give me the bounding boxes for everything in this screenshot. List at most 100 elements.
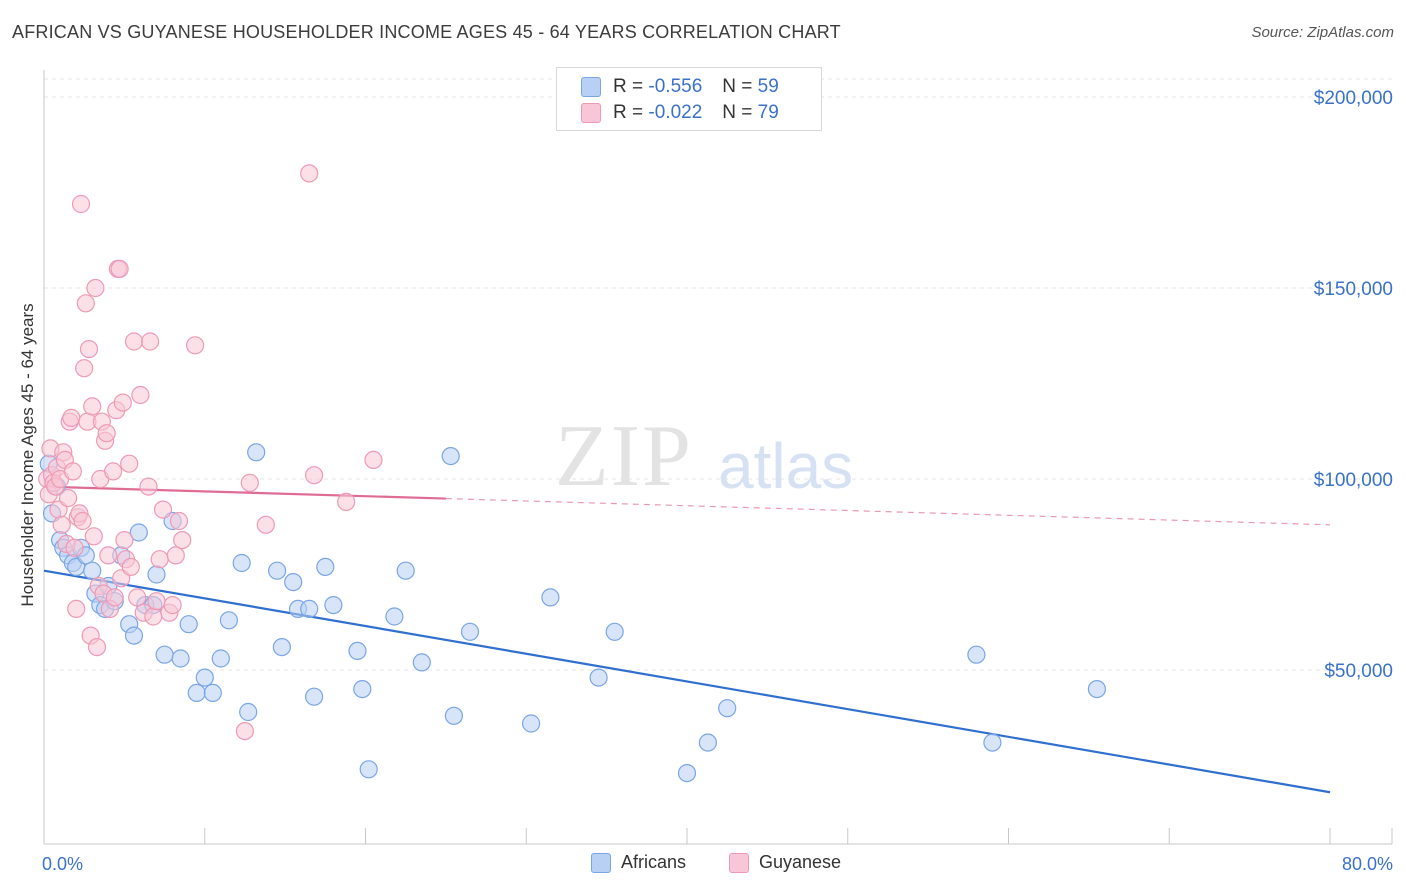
grid (44, 78, 1392, 671)
r-label: R = (613, 102, 644, 123)
africans-point (305, 687, 324, 706)
africans-point (967, 645, 986, 664)
x-tick-label: 0.0% (42, 854, 83, 874)
legend-africans: Africans (591, 852, 686, 873)
guyanese-point (73, 511, 92, 531)
stats-legend: R = -0.556 N = 59 R = -0.022 N = 79 (556, 67, 822, 131)
africans-r-value: -0.556 (648, 76, 703, 97)
guyanese-point (300, 164, 319, 183)
africans-point (155, 645, 174, 664)
africans-point (521, 714, 541, 733)
guyanese-point (139, 477, 158, 496)
guyanese-point (97, 424, 116, 443)
n-label: N = (722, 76, 753, 97)
guyanese-point (63, 462, 83, 481)
africans-point (171, 649, 190, 668)
guyanese-point (128, 588, 147, 607)
y-tick-label: $200,000 (1314, 88, 1393, 109)
africans-point (444, 706, 463, 725)
africans-point (219, 611, 238, 630)
africans-point (589, 668, 608, 687)
legend-row-guyanese: R = -0.022 N = 79 (581, 101, 779, 125)
africans-point (195, 668, 214, 687)
svg-text:atlas: atlas (718, 430, 853, 502)
guyanese-n-value: 79 (757, 102, 779, 123)
guyanese-point (150, 550, 169, 569)
guyanese-point (52, 515, 71, 534)
guyanese-legend-swatch (729, 852, 749, 873)
chart-title: AFRICAN VS GUYANESE HOUSEHOLDER INCOME A… (12, 22, 841, 42)
guyanese-point (153, 500, 173, 519)
guyanese-point (173, 530, 192, 550)
africans-point (353, 679, 372, 699)
africans-point (316, 557, 335, 577)
africans-point (698, 733, 718, 752)
guyanese-point (120, 454, 139, 473)
africans-point (83, 561, 102, 580)
guyanese-point (186, 336, 205, 355)
guyanese-point (163, 595, 182, 615)
guyanese-point (121, 557, 140, 577)
guyanese-point (67, 599, 86, 619)
africans-legend-swatch (591, 852, 611, 873)
guyanese-point (103, 462, 123, 481)
africans-point (129, 523, 148, 542)
africans-n-value: 59 (757, 76, 779, 97)
africans-point (187, 683, 206, 703)
trend-lines (43, 485, 1331, 794)
guyanese-point (337, 492, 356, 511)
africans-point (247, 443, 266, 462)
guyanese-point (62, 408, 81, 427)
watermark: ZIP atlas (555, 408, 853, 505)
guyanese-point (144, 607, 163, 626)
africans-trend-line (43, 569, 1331, 794)
africans-point (412, 653, 431, 672)
guyanese-point (240, 473, 259, 492)
africans-legend-label: Africans (621, 852, 687, 872)
africans-point (300, 599, 319, 619)
guyanese-point (86, 278, 105, 298)
guyanese-point (84, 527, 103, 546)
guyanese-point (364, 450, 383, 469)
africans-point (718, 699, 737, 718)
africans-point (348, 641, 367, 661)
africans-point (211, 649, 230, 668)
y-tick-label: $150,000 (1314, 279, 1393, 300)
guyanese-point (79, 340, 99, 359)
guyanese-point (124, 332, 144, 351)
africans-point (272, 637, 291, 657)
legend-row-africans: R = -0.556 N = 59 (581, 75, 779, 99)
africans-point (1087, 679, 1107, 699)
africans-point (147, 565, 166, 584)
africans-swatch (581, 77, 601, 97)
y-tick-label: $50,000 (1324, 661, 1393, 682)
guyanese-point (65, 538, 84, 557)
guyanese-point (71, 194, 91, 214)
guyanese-trend-line (43, 485, 446, 500)
r-label: R = (613, 76, 644, 97)
data-points (38, 164, 1107, 783)
africans-point (284, 572, 303, 592)
guyanese-point (110, 259, 129, 278)
guyanese-point (87, 637, 107, 657)
n-label: N = (722, 102, 753, 123)
guyanese-point (305, 466, 324, 485)
guyanese-point (99, 546, 118, 565)
tick-labels: $50,000 $100,000 $150,000 $200,000 0.0% 80.0% (42, 88, 1393, 874)
africans-point (396, 561, 415, 580)
guyanese-point (115, 530, 134, 550)
source-label: Source: ZipAtlas.com (1251, 24, 1394, 41)
guyanese-point (141, 332, 160, 351)
africans-point (605, 622, 624, 641)
svg-text:ZIP: ZIP (555, 408, 693, 505)
africans-point (239, 702, 258, 722)
guyanese-point (105, 588, 124, 607)
africans-point (268, 561, 287, 580)
guyanese-point (113, 393, 132, 412)
guyanese-point (83, 397, 102, 416)
africans-point (441, 447, 460, 466)
guyanese-swatch (581, 103, 601, 123)
africans-point (677, 763, 697, 783)
guyanese-legend-label: Guyanese (759, 852, 842, 872)
